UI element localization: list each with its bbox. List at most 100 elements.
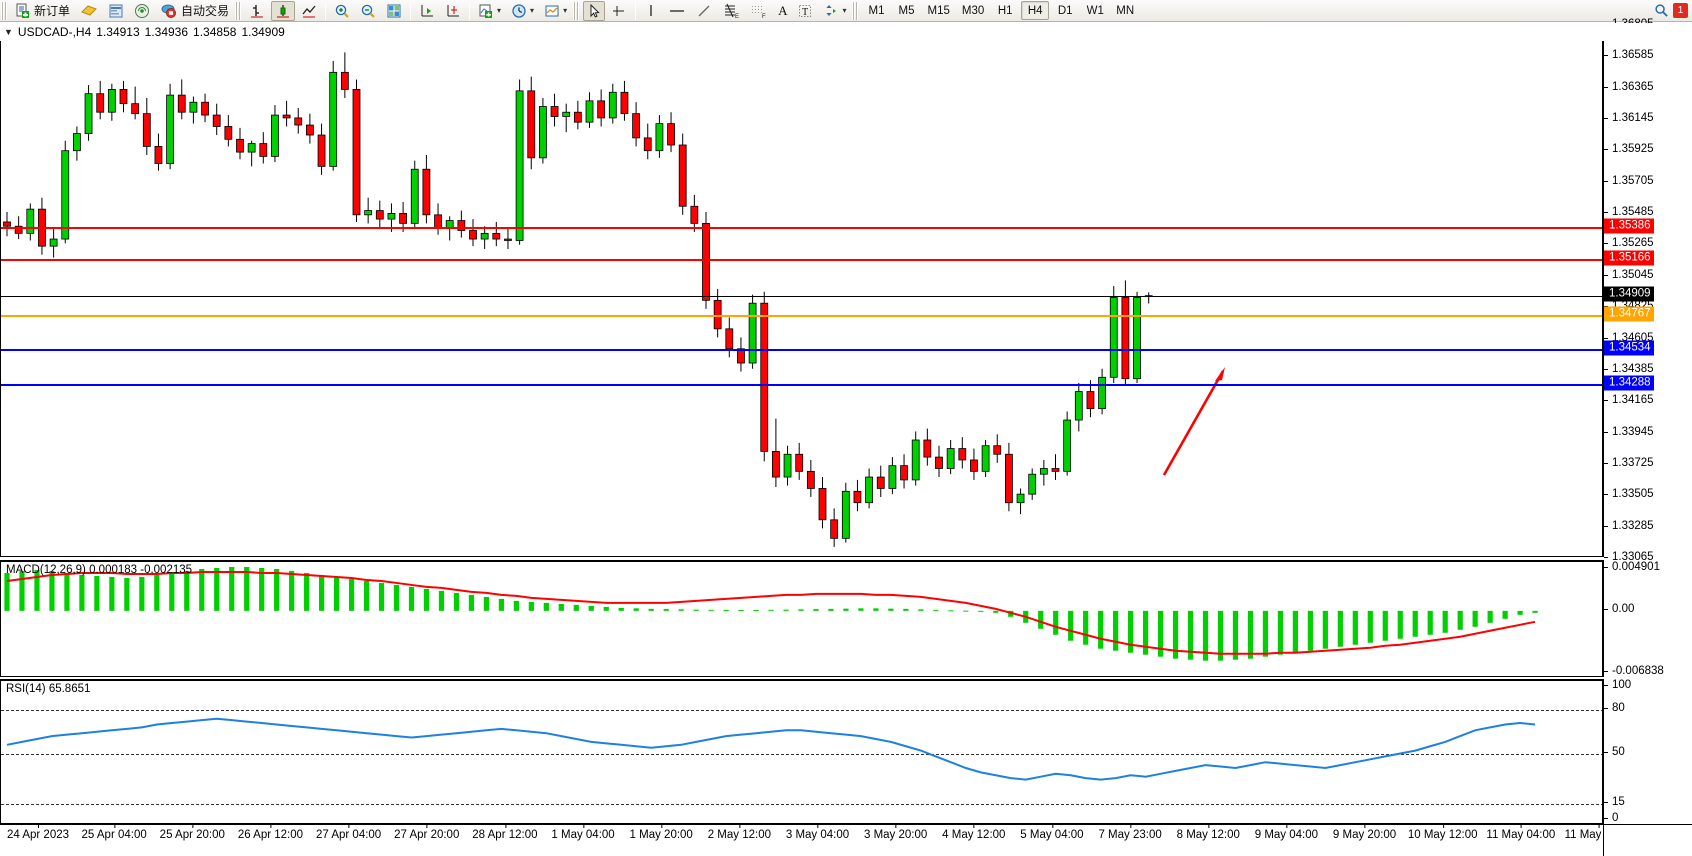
macd-histogram-bar xyxy=(19,570,25,611)
timeframe-m5[interactable]: M5 xyxy=(898,4,915,17)
period-button[interactable]: ▾ xyxy=(507,1,538,21)
macd-histogram-bar xyxy=(304,572,310,611)
zoom-out-button[interactable] xyxy=(356,1,380,21)
arrows-button[interactable]: ▾ xyxy=(819,1,850,21)
equidistant-channel-button[interactable]: F xyxy=(746,1,772,21)
candle xyxy=(655,123,664,152)
timeframe-h1[interactable]: H1 xyxy=(997,4,1013,17)
data-window-button[interactable] xyxy=(104,1,128,21)
timeframe-m1[interactable]: M1 xyxy=(868,4,885,17)
candle-chart-button[interactable] xyxy=(271,0,296,21)
fibonacci-button[interactable]: E xyxy=(718,1,744,21)
search-icon[interactable] xyxy=(1654,3,1669,18)
cursor-button[interactable] xyxy=(583,0,606,21)
macd-histogram-bar xyxy=(603,606,609,611)
text-label-icon: T xyxy=(799,4,812,18)
symbol-info-bar: ▼ USDCAD-,H4 1.34913 1.34936 1.34858 1.3… xyxy=(0,23,1692,41)
rsi-pane[interactable]: RSI(14) 65.8651 xyxy=(0,679,1603,824)
candle xyxy=(690,205,699,224)
templates-list-button[interactable]: ▾ xyxy=(540,1,571,21)
support-1-line[interactable] xyxy=(1,348,1602,351)
candle xyxy=(876,476,885,489)
time-tick-label: 5 May 04:00 xyxy=(1020,824,1084,841)
macd-label: MACD(12,26,9) 0.000183 -0.002135 xyxy=(6,564,193,576)
time-tick-label: 24 Apr 2023 xyxy=(6,824,70,841)
text-button[interactable]: A xyxy=(778,2,788,18)
timeframe-m15[interactable]: M15 xyxy=(927,4,950,17)
support-2-line[interactable] xyxy=(1,383,1602,386)
timeframe-mn[interactable]: MN xyxy=(1116,4,1135,17)
candle xyxy=(305,124,314,136)
timeframe-d1[interactable]: D1 xyxy=(1057,4,1073,17)
macd-histogram-bar xyxy=(1532,610,1538,613)
collapse-icon[interactable]: ▼ xyxy=(4,27,13,37)
time-tick-label: 11 May 04:00 xyxy=(1486,824,1556,841)
candle xyxy=(84,93,93,134)
indicators-button[interactable]: ▾ xyxy=(474,1,505,21)
time-tick-label: 10 May 12:00 xyxy=(1407,824,1478,841)
resistance-1-line[interactable] xyxy=(1,227,1602,230)
grid-button[interactable] xyxy=(382,1,406,21)
candle xyxy=(1051,468,1060,472)
scale-button[interactable] xyxy=(441,1,465,21)
macd-pane[interactable]: MACD(12,26,9) 0.000183 -0.002135 xyxy=(0,560,1603,677)
crosshair-button[interactable] xyxy=(607,1,631,21)
signals-button[interactable] xyxy=(130,1,154,21)
toolbar-grip-4[interactable] xyxy=(852,1,860,20)
candle xyxy=(830,519,839,539)
text-label-button[interactable]: T xyxy=(793,1,817,21)
candle xyxy=(410,168,419,224)
time-tick-label: 9 May 20:00 xyxy=(1332,824,1397,841)
macd-histogram-bar xyxy=(903,608,909,611)
entry-level-line[interactable] xyxy=(1,315,1602,318)
vertical-line-button[interactable] xyxy=(640,1,662,21)
macd-histogram-bar xyxy=(1502,610,1508,619)
timeframe-w1[interactable]: W1 xyxy=(1086,4,1104,17)
candle xyxy=(527,90,536,159)
rsi-plot-area xyxy=(1,681,1602,823)
trend-arrow-head xyxy=(1215,367,1225,389)
candle xyxy=(201,101,209,116)
resistance-2-line[interactable] xyxy=(1,258,1602,261)
horizontal-line-button[interactable] xyxy=(664,1,690,21)
macd-histogram-bar xyxy=(738,610,744,612)
macd-histogram-bar xyxy=(49,570,55,611)
price-tick: 1.34165 xyxy=(1604,394,1654,406)
timeframe-h4[interactable]: H4 xyxy=(1021,1,1050,20)
macd-histogram-bar xyxy=(319,574,325,611)
indicators-icon xyxy=(479,4,493,18)
candle xyxy=(282,114,291,119)
line-chart-button[interactable] xyxy=(297,1,321,21)
macd-histogram-bar xyxy=(259,567,265,611)
data-window-icon xyxy=(109,4,123,17)
auto-trading-button[interactable]: 自动交易 xyxy=(156,1,233,21)
rsi-level-15 xyxy=(1,804,1602,806)
shift-button[interactable] xyxy=(415,1,439,21)
trendline-button[interactable] xyxy=(692,1,716,21)
zoom-in-icon xyxy=(335,4,349,18)
templates-list-icon xyxy=(545,5,559,16)
macd-histogram-bar xyxy=(933,609,939,611)
price-chart-pane[interactable] xyxy=(0,24,1603,557)
bar-chart-button[interactable] xyxy=(245,1,269,21)
candle xyxy=(119,89,128,105)
toolbar-grip-1[interactable] xyxy=(1,1,8,20)
candle xyxy=(154,146,163,164)
macd-histogram-bar xyxy=(1412,610,1418,637)
zoom-in-button[interactable] xyxy=(330,1,354,21)
macd-histogram-bar xyxy=(348,578,355,611)
toolbar-grip-3[interactable] xyxy=(573,1,581,20)
candle xyxy=(457,220,466,231)
timeframe-m30[interactable]: M30 xyxy=(961,4,985,17)
new-order-button[interactable]: 新订单 xyxy=(11,1,74,21)
macd-series xyxy=(4,566,1538,661)
templates-button[interactable] xyxy=(76,1,102,21)
macd-histogram-bar xyxy=(139,576,145,611)
macd-histogram-bar xyxy=(1307,610,1313,651)
macd-histogram-bar xyxy=(753,609,759,611)
candle xyxy=(364,210,373,216)
toolbar-grip-2[interactable] xyxy=(235,1,243,20)
alert-badge[interactable]: 1 xyxy=(1673,3,1688,18)
candle xyxy=(970,459,978,472)
macd-histogram-bar xyxy=(993,610,999,613)
